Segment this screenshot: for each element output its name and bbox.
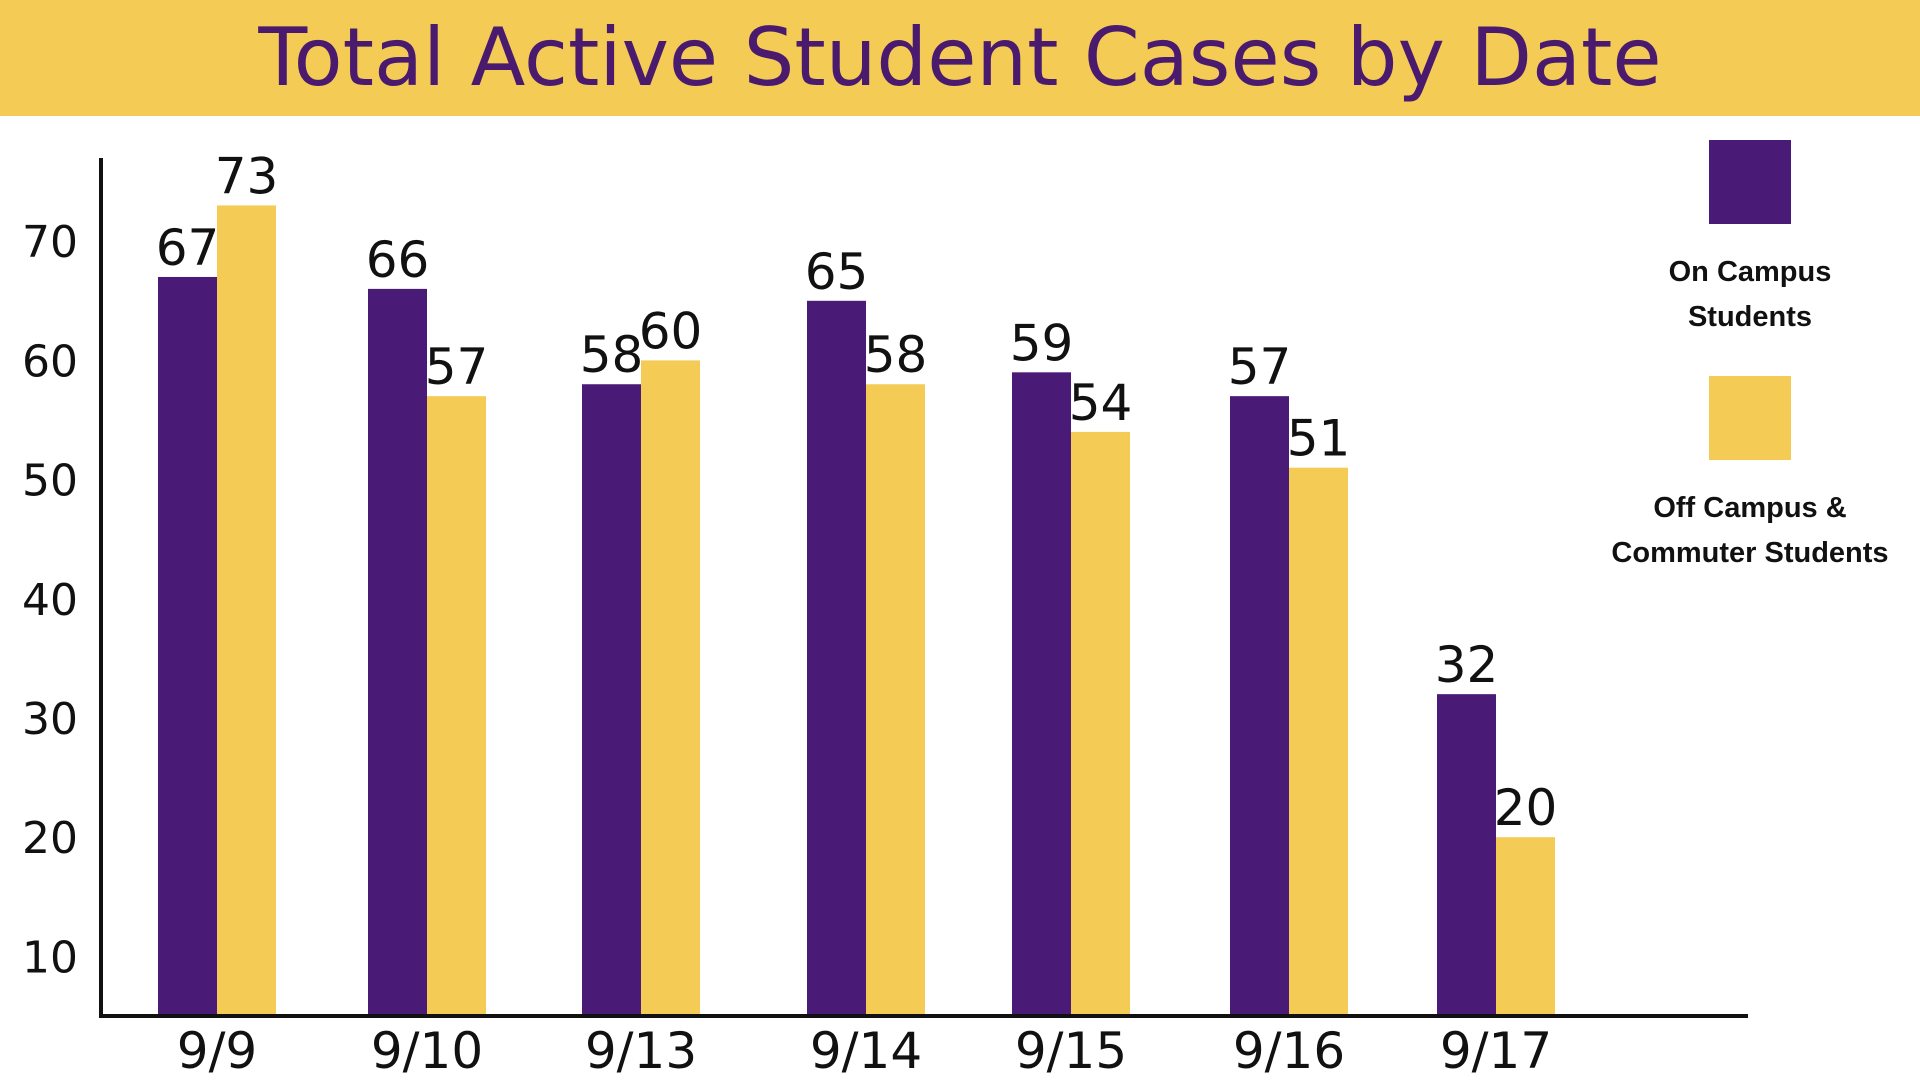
legend-label-on-campus-line2: Students bbox=[1687, 301, 1813, 333]
bar-on-campus-9-10 bbox=[368, 288, 427, 1016]
data-label-on-campus-9-17: 32 bbox=[1435, 636, 1499, 694]
data-label-on-campus-9-9: 67 bbox=[156, 219, 220, 277]
y-tick-label-70: 70 bbox=[22, 217, 78, 268]
y-tick-label-60: 60 bbox=[22, 336, 78, 387]
data-label-on-campus-9-13: 58 bbox=[580, 326, 644, 384]
bar-on-campus-9-13 bbox=[582, 384, 641, 1016]
data-label-on-campus-9-16: 57 bbox=[1228, 338, 1292, 396]
legend-label-on-campus-line1: On Campus bbox=[1668, 256, 1832, 288]
y-tick-label-20: 20 bbox=[22, 813, 78, 864]
x-tick-label-9-14: 9/14 bbox=[810, 1022, 922, 1080]
legend: On Campus Students Off Campus & Commuter… bbox=[1580, 140, 1920, 612]
x-tick-label-9-13: 9/13 bbox=[585, 1022, 697, 1080]
bar-off-campus-9-10 bbox=[427, 396, 486, 1016]
bar-on-campus-9-15 bbox=[1012, 372, 1071, 1016]
bar-off-campus-9-13 bbox=[641, 360, 700, 1016]
y-axis-ticks: 10 20 30 40 50 60 70 bbox=[22, 217, 78, 983]
x-tick-label-9-17: 9/17 bbox=[1440, 1022, 1552, 1080]
data-label-off-campus-9-13: 60 bbox=[639, 302, 703, 360]
x-axis-ticks: 9/9 9/10 9/13 9/14 9/15 9/16 9/17 bbox=[177, 1022, 1552, 1080]
data-label-off-campus-9-9: 73 bbox=[215, 147, 279, 205]
bar-on-campus-9-14 bbox=[807, 300, 866, 1016]
bar-off-campus-9-15 bbox=[1071, 431, 1130, 1016]
data-label-off-campus-9-16: 51 bbox=[1287, 410, 1351, 468]
y-tick-label-10: 10 bbox=[22, 932, 78, 983]
x-tick-label-9-10: 9/10 bbox=[371, 1022, 483, 1080]
y-tick-label-40: 40 bbox=[22, 575, 78, 626]
data-label-off-campus-9-10: 57 bbox=[425, 338, 489, 396]
legend-swatch-on-campus bbox=[1709, 140, 1791, 224]
bar-on-campus-9-17 bbox=[1437, 694, 1496, 1016]
legend-label-off-campus-line1: Off Campus & bbox=[1653, 492, 1847, 524]
legend-item-off-campus: Off Campus & Commuter Students bbox=[1580, 376, 1920, 576]
legend-label-on-campus: On Campus Students bbox=[1585, 250, 1915, 340]
x-tick-label-9-9: 9/9 bbox=[177, 1022, 257, 1080]
chart-title: Total Active Student Cases by Date bbox=[258, 11, 1662, 104]
x-tick-label-9-15: 9/15 bbox=[1015, 1022, 1127, 1080]
legend-label-off-campus: Off Campus & Commuter Students bbox=[1585, 486, 1915, 576]
bar-on-campus-9-9 bbox=[158, 276, 217, 1017]
data-label-on-campus-9-15: 59 bbox=[1010, 314, 1074, 372]
bar-on-campus-9-16 bbox=[1230, 396, 1289, 1016]
bar-off-campus-9-16 bbox=[1289, 467, 1348, 1016]
legend-item-on-campus: On Campus Students bbox=[1580, 140, 1920, 340]
bar-off-campus-9-14 bbox=[866, 384, 925, 1016]
data-label-on-campus-9-14: 65 bbox=[805, 243, 869, 301]
bar-off-campus-9-9 bbox=[217, 205, 276, 1016]
x-tick-label-9-16: 9/16 bbox=[1233, 1022, 1345, 1080]
legend-label-off-campus-line2: Commuter Students bbox=[1611, 537, 1889, 569]
data-label-on-campus-9-10: 66 bbox=[366, 231, 430, 289]
bars-layer bbox=[158, 205, 1555, 1017]
title-banner: Total Active Student Cases by Date bbox=[0, 0, 1920, 116]
y-tick-label-30: 30 bbox=[22, 694, 78, 745]
legend-swatch-off-campus bbox=[1709, 376, 1791, 460]
data-label-off-campus-9-17: 20 bbox=[1494, 779, 1558, 837]
data-label-off-campus-9-14: 58 bbox=[864, 326, 928, 384]
y-tick-label-50: 50 bbox=[22, 456, 78, 507]
data-label-off-campus-9-15: 54 bbox=[1069, 374, 1133, 432]
bar-off-campus-9-17 bbox=[1496, 837, 1555, 1016]
